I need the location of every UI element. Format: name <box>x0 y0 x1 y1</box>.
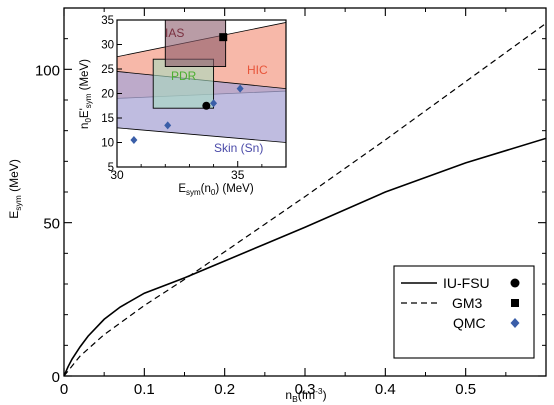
region-label-hic: HIC <box>247 63 268 77</box>
region-label-pdr: PDR <box>171 69 197 83</box>
legend-marker-square <box>511 299 519 307</box>
inset-x-axis-label: Esym(n0) (MeV) <box>178 183 254 197</box>
region-ias <box>164 20 227 67</box>
legend-label-iu-fsu: IU-FSU <box>443 275 490 291</box>
data-point-qmc <box>130 136 138 145</box>
legend: IU-FSU GM3 QMC <box>393 265 535 359</box>
inset-y-tick-label: 35 <box>101 15 114 27</box>
y-tick-label: 100 <box>35 62 60 79</box>
inset-x-tick-label: 30 <box>110 168 124 182</box>
x-tick-label: 0.2 <box>214 381 235 398</box>
data-point-iu-fsu <box>202 101 211 110</box>
data-point-qmc <box>236 84 244 93</box>
inset-y-tick-label: 25 <box>101 64 114 76</box>
legend-label-qmc: QMC <box>453 315 486 331</box>
region-label-skin: Skin (Sn) <box>214 141 263 155</box>
inset-x-tick-label: 35 <box>231 168 245 182</box>
x-tick-label: 0.5 <box>455 381 476 398</box>
inset-y-tick-label: 30 <box>101 40 114 52</box>
y-tick-label: 0 <box>52 369 60 386</box>
legend-entry-iu-fsu: IU-FSU <box>401 275 520 291</box>
inset-y-tick-label: 10 <box>101 138 114 150</box>
region-label-ias: IAS <box>165 26 184 40</box>
legend-marker-diamond <box>510 318 520 328</box>
legend-box <box>393 265 535 359</box>
data-point-qmc <box>210 99 218 108</box>
main-y-axis-label: Esym (MeV) <box>7 159 23 219</box>
data-point-qmc <box>164 121 172 130</box>
legend-marker-circle <box>510 278 520 288</box>
series-line-iu-fsu <box>64 137 546 376</box>
series-line-gm3 <box>64 22 546 376</box>
inset-y-tick-label: 20 <box>101 89 114 101</box>
data-point-gm3 <box>219 33 228 42</box>
main-x-axis-label: nB(fm-3) <box>285 386 326 404</box>
x-tick-label: 0 <box>60 381 68 398</box>
inset-y-tick-label: 5 <box>108 162 114 174</box>
x-tick-label: 0.1 <box>134 381 155 398</box>
legend-label-gm3: GM3 <box>452 295 483 311</box>
inset-y-tick-label: 15 <box>101 113 114 125</box>
x-tick-label: 0.3 <box>295 381 316 398</box>
y-tick-label: 50 <box>43 216 60 233</box>
legend-entry-gm3: GM3 <box>401 295 519 311</box>
region-pdr <box>152 58 215 109</box>
inset-y-axis-label: n0E'sym (MeV) <box>79 59 93 129</box>
main-plot: 0 0.1 0.2 0.3 0.4 0.5 0 50 100 nB(fm-3) Esym (Me… <box>7 7 547 404</box>
legend-entry-qmc: QMC <box>453 315 520 331</box>
x-tick-label: 0.4 <box>375 381 396 398</box>
